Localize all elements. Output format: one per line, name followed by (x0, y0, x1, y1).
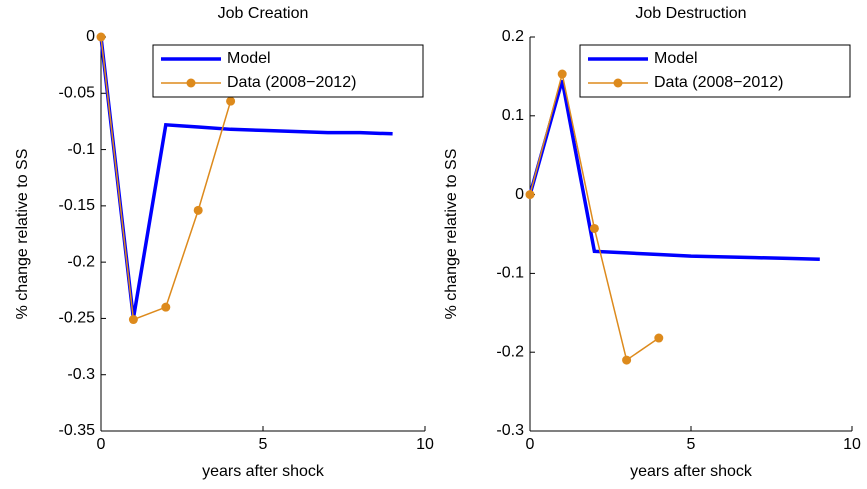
data-point (622, 355, 632, 365)
data-point (161, 302, 171, 312)
data-point (525, 190, 535, 200)
data-point (589, 223, 599, 233)
x-tick-label: 5 (259, 436, 268, 453)
x-tick-label: 5 (687, 436, 696, 453)
x-tick-label: 10 (416, 436, 434, 453)
y-tick-label: -0.1 (67, 141, 95, 158)
data-point (654, 333, 664, 343)
data-point (128, 315, 138, 325)
y-tick-label: -0.05 (59, 85, 96, 102)
legend-box (579, 44, 851, 98)
legend-label: Data (2008−2012) (654, 74, 783, 91)
y-tick-label: 0.1 (502, 107, 524, 124)
data-point (226, 96, 236, 106)
x-axis-label: years after shock (202, 463, 325, 480)
y-tick-label: -0.3 (67, 366, 95, 383)
y-tick-label: 0 (86, 28, 95, 45)
y-axis-label: % change relative to SS (443, 149, 460, 320)
x-axis-label: years after shock (630, 463, 753, 480)
x-tick-label: 0 (97, 436, 106, 453)
y-axis-label: % change relative to SS (14, 149, 31, 320)
series-line (99, 36, 393, 319)
legend-marker (613, 78, 623, 88)
y-tick-label: -0.1 (496, 265, 524, 282)
x-tick-label: 0 (526, 436, 535, 453)
data-point (96, 32, 106, 42)
y-tick-label: -0.3 (496, 422, 524, 439)
legend-label: Model (227, 50, 271, 67)
y-tick-label: -0.2 (496, 343, 524, 360)
legend-label: Model (654, 50, 698, 67)
series-line (529, 73, 660, 362)
y-tick-label: -0.15 (59, 197, 96, 214)
y-tick-label: 0.2 (502, 28, 524, 45)
legend-box (152, 44, 424, 98)
y-tick-label: -0.25 (59, 310, 96, 327)
data-point (557, 69, 567, 79)
x-tick-label: 10 (843, 436, 861, 453)
y-tick-label: 0 (515, 186, 524, 203)
chart-title: Job Creation (218, 5, 309, 22)
y-tick-label: -0.2 (67, 253, 95, 270)
y-tick-label: -0.35 (59, 422, 96, 439)
legend-marker (186, 78, 196, 88)
series-line (528, 79, 820, 261)
data-point (193, 205, 203, 215)
chart-title: Job Destruction (635, 5, 746, 22)
legend-label: Data (2008−2012) (227, 74, 356, 91)
